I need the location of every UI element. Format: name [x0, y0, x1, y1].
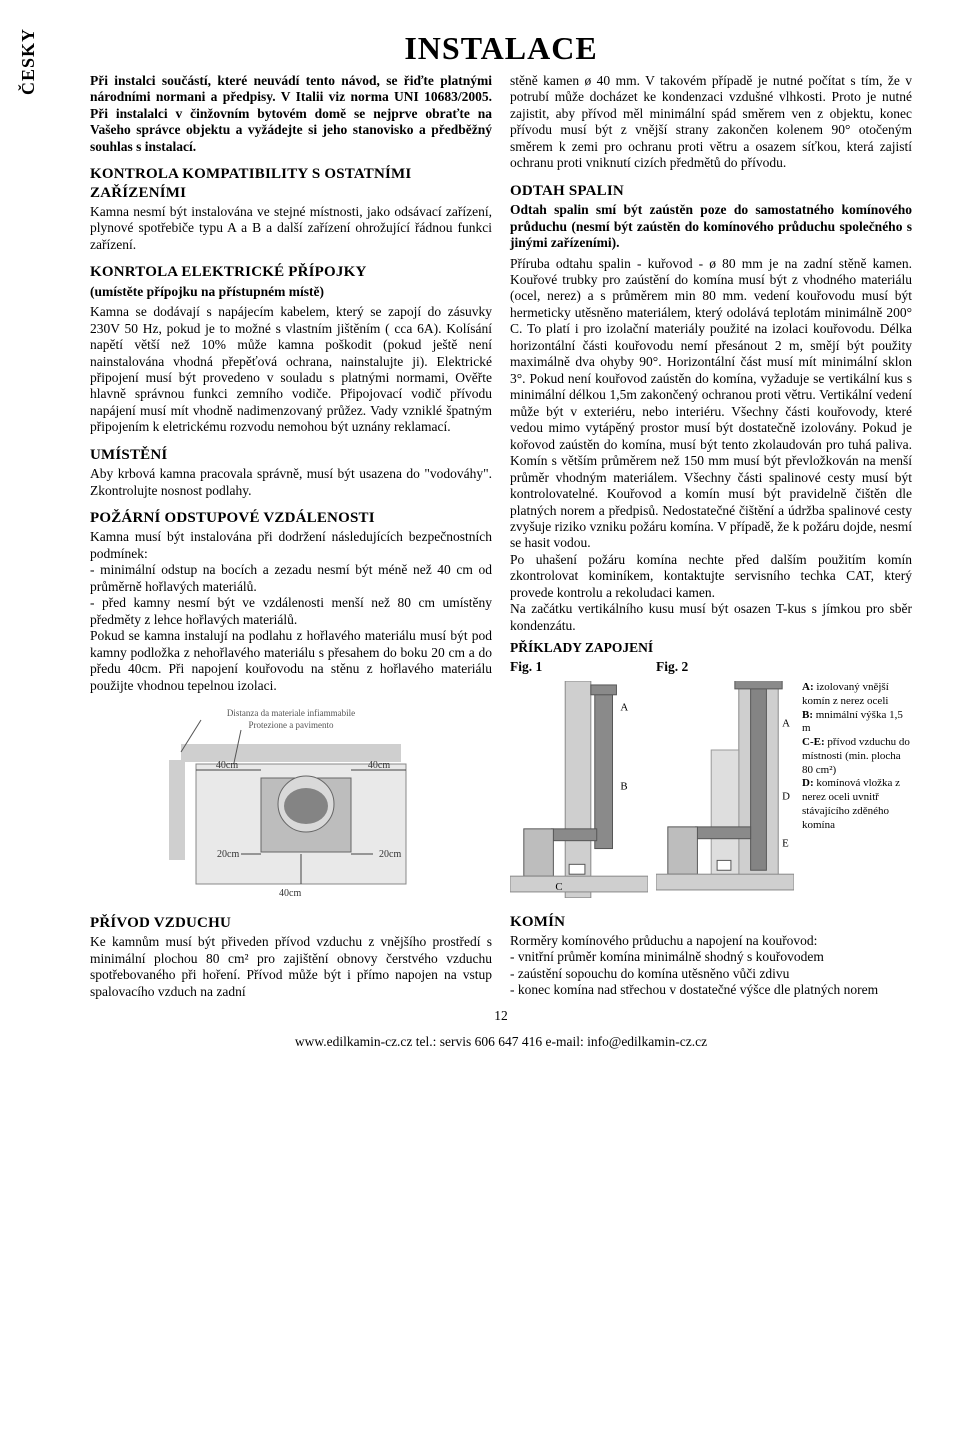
document-page: ČESKY INSTALACE Při instalci součástí, k…	[0, 0, 960, 1070]
body-text: Kamna musí být instalována při dodržení …	[90, 529, 492, 694]
figure-1-label: Fig. 1	[510, 659, 656, 675]
section-heading-electrical: KONRTOLA ELEKTRICKÉ PŘÍPOJKY	[90, 263, 492, 281]
footer-contact: www.edilkamin-cz.cz tel.: servis 606 647…	[90, 1034, 912, 1050]
body-text: Aby krbová kamna pracovala správně, musí…	[90, 466, 492, 499]
svg-text:A: A	[620, 702, 628, 714]
connection-figures: A B C	[510, 681, 912, 902]
body-text: Kamna se dodávají s napájecím kabelem, k…	[90, 304, 492, 436]
svg-text:40cm: 40cm	[279, 888, 301, 899]
side-language-tab: ČESKY	[18, 28, 39, 95]
section-heading-examples: PŘÍKLADY ZAPOJENÍ	[510, 640, 912, 656]
legend-d: komínová vložka z nerez oceli uvnitř stá…	[802, 777, 900, 830]
section-heading-placement: UMÍSTĚNÍ	[90, 446, 492, 464]
svg-text:20cm: 20cm	[217, 849, 239, 860]
legend-a: izolovaný vnější komín z nerez oceli	[802, 681, 889, 707]
svg-text:A: A	[782, 718, 790, 730]
intro-text: Při instalci součástí, které neuvádí ten…	[90, 73, 492, 155]
page-number: 12	[90, 1008, 912, 1024]
section-heading-air-intake: PŘÍVOD VZDUCHU	[90, 914, 492, 932]
legend-b: mnimální výška 1,5 m	[802, 709, 903, 735]
body-text: Rorměry komínového průduchu a napojení n…	[510, 933, 912, 999]
page-title: INSTALACE	[90, 30, 912, 67]
figure-labels-row: Fig. 1 Fig. 2	[510, 659, 912, 675]
svg-text:40cm: 40cm	[368, 760, 390, 771]
section-heading-chimney: KOMÍN	[510, 913, 912, 931]
svg-text:B: B	[620, 781, 627, 793]
subheading: (umístěte přípojku na přístupném místě)	[90, 284, 492, 300]
svg-text:C: C	[555, 881, 562, 893]
body-text-continuation: stěně kamen ø 40 mm. V takovém případě j…	[510, 73, 912, 172]
svg-text:20cm: 20cm	[379, 849, 401, 860]
figure-2: A D E	[656, 681, 794, 902]
section-heading-flue: ODTAH SPALIN	[510, 182, 912, 200]
svg-text:40cm: 40cm	[216, 760, 238, 771]
svg-text:E: E	[782, 838, 789, 850]
figure-1: A B C	[510, 681, 648, 902]
svg-text:Distanza da materiale infiamma: Distanza da materiale infiammabile	[227, 708, 355, 718]
body-text: Kamna nesmí být instalována ve stejné mí…	[90, 204, 492, 253]
clearance-diagram: Distanza da materiale infiammabile Prote…	[90, 704, 492, 904]
section-heading-compatibility: KONTROLA KOMPATIBILITY S OSTATNÍMI ZAŘÍZ…	[90, 165, 492, 202]
figure-2-label: Fig. 2	[656, 659, 802, 675]
body-text: Ke kamnům musí být přiveden přívod vzduc…	[90, 934, 492, 1000]
bold-note: Odtah spalin smí být zaústěn poze do sam…	[510, 202, 912, 251]
left-column: Při instalci součástí, které neuvádí ten…	[90, 73, 492, 1004]
svg-text:Protezione a pavimento: Protezione a pavimento	[249, 720, 334, 730]
body-text: Příruba odtahu spalin - kuřovod - ø 80 m…	[510, 256, 912, 635]
svg-text:D: D	[782, 791, 790, 803]
right-column: stěně kamen ø 40 mm. V takovém případě j…	[510, 73, 912, 1004]
two-column-layout: Při instalci součástí, které neuvádí ten…	[90, 73, 912, 1004]
figure-legend: A: izolovaný vnější komín z nerez oceli …	[802, 681, 912, 832]
section-heading-fire-distance: POŽÁRNÍ ODSTUPOVÉ VZDÁLENOSTI	[90, 509, 492, 527]
